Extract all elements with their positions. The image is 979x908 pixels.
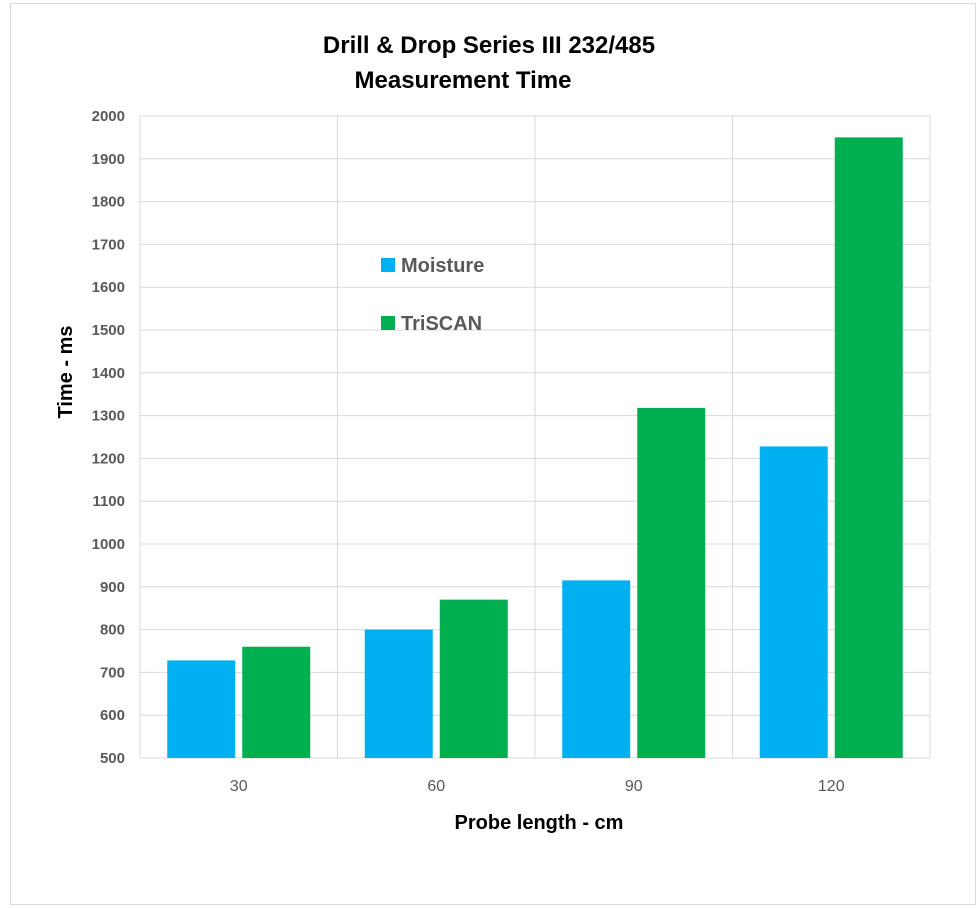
bar-triscan-90	[637, 407, 706, 758]
bar-moisture-60	[364, 629, 433, 758]
bar-triscan-30	[242, 646, 311, 758]
y-tick-label: 1300	[92, 408, 125, 425]
bar-moisture-90	[562, 580, 631, 758]
y-tick-label: 900	[100, 579, 125, 596]
y-tick-label: 1500	[92, 322, 125, 339]
legend-swatch-moisture	[381, 258, 395, 272]
y-tick-label: 800	[100, 622, 125, 639]
y-tick-label: 500	[100, 750, 125, 767]
y-tick-label: 1400	[92, 365, 125, 382]
legend-swatch-triscan	[381, 316, 395, 330]
x-tick-label: 120	[818, 778, 845, 795]
y-tick-label: 1700	[92, 236, 125, 253]
y-tick-label: 1100	[92, 493, 125, 510]
x-axis-ticks: 30 60 90 120	[230, 778, 845, 795]
y-tick-label: 2000	[92, 108, 125, 125]
chart-title: Drill & Drop Series III 232/485	[323, 32, 655, 59]
bar-moisture-120	[759, 446, 828, 758]
y-tick-label: 600	[100, 707, 125, 724]
legend: Moisture TriSCAN	[381, 255, 484, 335]
chart-subtitle: Measurement Time	[355, 67, 572, 94]
x-tick-label: 60	[427, 778, 445, 795]
y-axis-label: Time - ms	[55, 326, 77, 419]
y-tick-label: 1800	[92, 194, 125, 211]
y-tick-label: 1600	[92, 279, 125, 296]
y-tick-label: 1200	[92, 450, 125, 467]
x-tick-label: 90	[625, 778, 643, 795]
y-axis-ticks: 500 600 700 800 900 1000 1100 1200 1300 1400 1500 1…	[92, 108, 125, 767]
x-axis-label: Probe length - cm	[455, 812, 624, 834]
y-tick-label: 1000	[92, 536, 125, 553]
legend-label-triscan: TriSCAN	[401, 313, 482, 335]
y-tick-label: 700	[100, 664, 125, 681]
bar-moisture-30	[167, 660, 236, 758]
x-tick-label: 30	[230, 778, 248, 795]
bars	[167, 137, 903, 758]
y-tick-label: 1900	[92, 151, 125, 168]
bar-triscan-120	[834, 137, 903, 758]
bar-triscan-60	[439, 599, 508, 758]
legend-label-moisture: Moisture	[401, 255, 484, 277]
